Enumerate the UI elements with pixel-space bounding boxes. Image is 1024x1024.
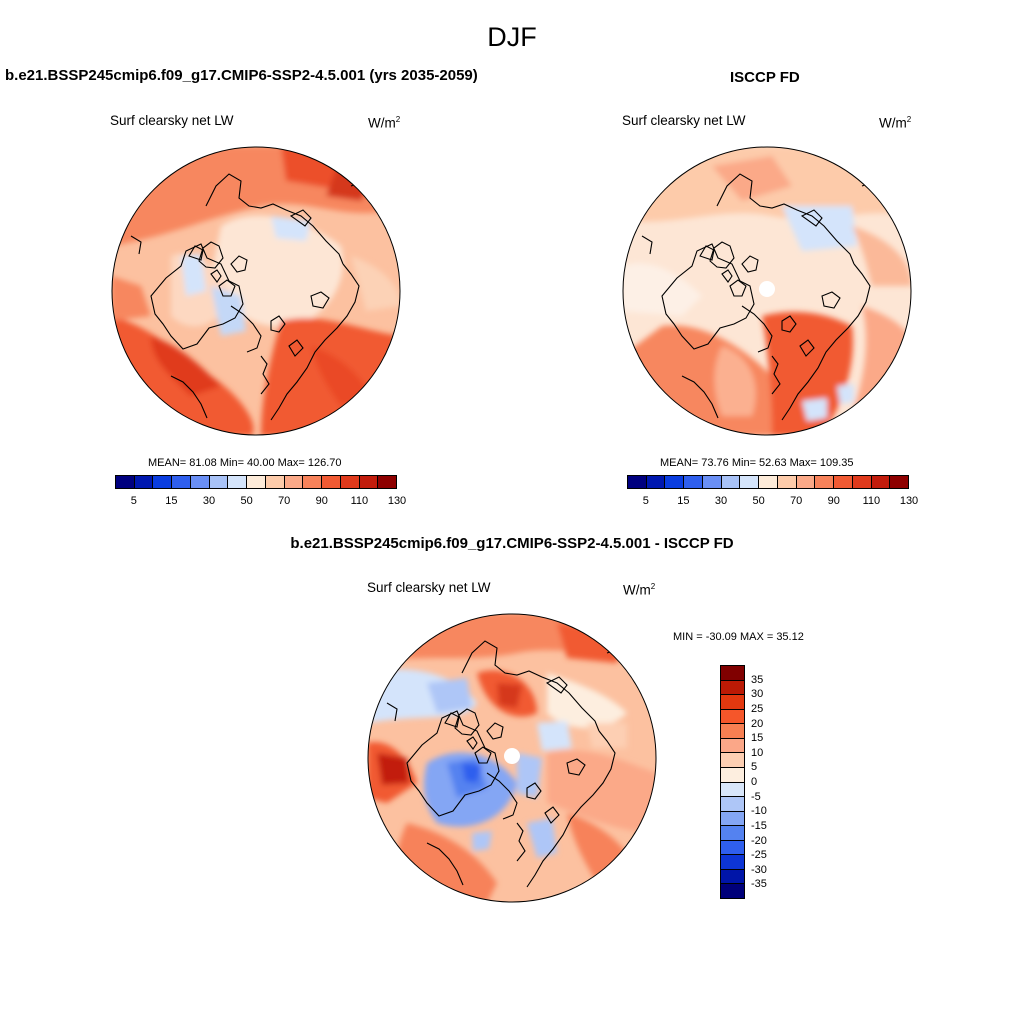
colorbar-tick-label: -30 [751, 863, 767, 876]
colorbar-tick-label: -20 [751, 834, 767, 847]
colorbar-tick-label: 30 [202, 495, 216, 507]
panel-2-title: ISCCP FD [730, 69, 800, 86]
colorbar-cell [740, 476, 760, 488]
colorbar-cell [890, 476, 909, 488]
colorbar-tick-label: 110 [862, 495, 881, 507]
panel-1-units: W/m2 [368, 115, 401, 131]
colorbar-cell [134, 476, 154, 488]
panel-1-variable: Surf clearsky net LW [110, 113, 234, 128]
colorbar-tick-label: 130 [387, 495, 407, 507]
colorbar-tick-label: 5 [642, 495, 649, 507]
colorbar-cell [871, 476, 891, 488]
colorbar-tick-label: 70 [278, 495, 291, 507]
colorbar-cell [721, 855, 744, 870]
panel-1-colorbar [115, 475, 397, 489]
colorbar-cell [721, 811, 744, 827]
panel-3-title: b.e21.BSSP245cmip6.f09_g17.CMIP6-SSP2-4.… [290, 535, 734, 552]
colorbar-tick-label: 30 [714, 495, 728, 507]
colorbar-cell [721, 884, 744, 898]
panel-3-variable: Surf clearsky net LW [367, 580, 491, 595]
colorbar-cell [721, 724, 744, 739]
colorbar-cell [777, 476, 797, 488]
colorbar-tick-label: 90 [827, 495, 840, 507]
colorbar-cell [284, 476, 304, 488]
colorbar-tick-label: 5 [751, 761, 758, 774]
colorbar-cell [721, 666, 744, 681]
colorbar-cell [265, 476, 285, 488]
colorbar-cell [721, 680, 744, 696]
colorbar-cell [665, 476, 685, 488]
colorbar-cell [721, 738, 744, 754]
colorbar-tick-label: -35 [751, 878, 767, 891]
colorbar-cell [834, 476, 853, 488]
colorbar-cell [190, 476, 210, 488]
panel-1-title: b.e21.BSSP245cmip6.f09_g17.CMIP6-SSP2-4.… [5, 67, 478, 84]
colorbar-tick-label: 90 [315, 495, 328, 507]
colorbar-tick-label: 10 [751, 746, 764, 759]
panel-2-map [622, 146, 912, 436]
colorbar-cell [796, 476, 816, 488]
panel-3-map [367, 613, 657, 903]
panel-3-stats: MIN = -30.09 MAX = 35.12 [673, 631, 804, 643]
panel-2-stats: MEAN= 73.76 Min= 52.63 Max= 109.35 [660, 457, 854, 469]
panel-1-stats: MEAN= 81.08 Min= 40.00 Max= 126.70 [148, 457, 342, 469]
colorbar-cell [153, 476, 173, 488]
colorbar-cell [628, 476, 647, 488]
colorbar-tick-label: 110 [350, 495, 369, 507]
panel-1-map [111, 146, 401, 436]
colorbar-tick-label: 15 [677, 495, 690, 507]
colorbar-tick-label: 50 [240, 495, 253, 507]
colorbar-cell [815, 476, 835, 488]
colorbar-cell [721, 782, 744, 798]
colorbar-tick-label: 0 [751, 776, 758, 788]
colorbar-cell [228, 476, 248, 488]
colorbar-tick-label: 25 [751, 702, 764, 715]
colorbar-cell [721, 476, 741, 488]
panel-3-colorbar [720, 665, 745, 899]
colorbar-cell [340, 476, 360, 488]
panel-2-colorbar [627, 475, 909, 489]
colorbar-cell [359, 476, 379, 488]
colorbar-cell [209, 476, 229, 488]
colorbar-cell [116, 476, 135, 488]
colorbar-tick-label: 15 [165, 495, 178, 507]
colorbar-tick-label: 130 [899, 495, 919, 507]
colorbar-cell [172, 476, 191, 488]
colorbar-cell [322, 476, 341, 488]
colorbar-cell [684, 476, 703, 488]
colorbar-cell [721, 826, 744, 841]
colorbar-cell [721, 767, 744, 783]
colorbar-tick-label: -15 [751, 819, 767, 832]
colorbar-cell [721, 869, 744, 885]
colorbar-cell [303, 476, 323, 488]
colorbar-tick-label: -5 [751, 790, 761, 803]
colorbar-cell [852, 476, 872, 488]
colorbar-tick-label: 30 [751, 688, 764, 701]
colorbar-cell [721, 709, 744, 725]
colorbar-cell [721, 797, 744, 812]
colorbar-tick-label: 15 [751, 732, 764, 745]
colorbar-cell [721, 695, 744, 710]
colorbar-cell [247, 476, 266, 488]
colorbar-tick-label: -25 [751, 849, 767, 862]
panel-3-units: W/m2 [623, 582, 656, 598]
panel-2-units: W/m2 [879, 115, 912, 131]
colorbar-cell [378, 476, 397, 488]
colorbar-tick-label: 50 [752, 495, 765, 507]
colorbar-cell [702, 476, 722, 488]
panel-2-variable: Surf clearsky net LW [622, 113, 746, 128]
colorbar-tick-label: 35 [751, 673, 764, 686]
colorbar-tick-label: 20 [751, 717, 764, 730]
colorbar-cell [721, 840, 744, 856]
colorbar-cell [721, 753, 744, 768]
figure-title: DJF [487, 22, 537, 52]
colorbar-tick-label: -10 [751, 805, 767, 818]
colorbar-cell [646, 476, 666, 488]
colorbar-tick-label: 70 [790, 495, 803, 507]
colorbar-cell [759, 476, 778, 488]
colorbar-tick-label: 5 [130, 495, 137, 507]
